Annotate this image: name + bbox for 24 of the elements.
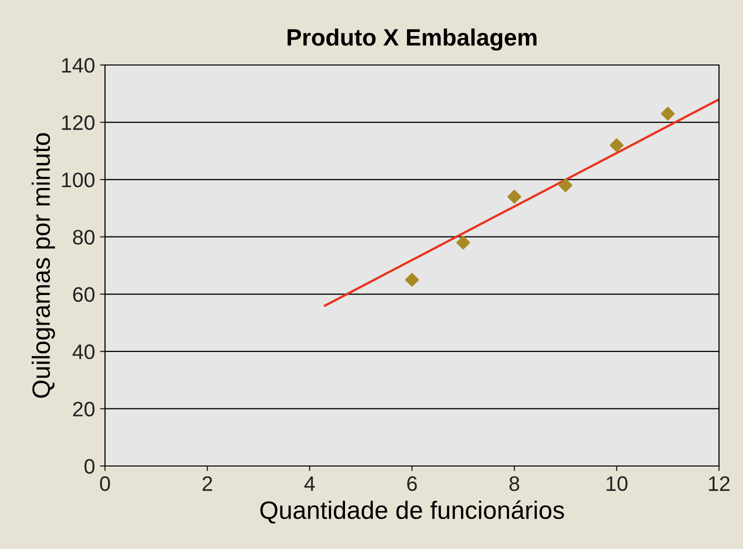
y-tick-label: 40 — [72, 344, 94, 360]
chart-title: Produto X Embalagem — [288, 28, 536, 51]
x-tick-label: 0 — [100, 476, 110, 492]
point — [405, 272, 419, 287]
point — [610, 138, 624, 152]
x-tick-label: 4 — [304, 476, 315, 491]
x-tick-label: 12 — [709, 476, 730, 491]
x-tick-label: 6 — [407, 476, 417, 492]
x-tick-label: 2 — [202, 476, 212, 491]
x-tick-label: 10 — [606, 476, 628, 492]
y-tick-label: 20 — [73, 402, 94, 416]
point — [507, 190, 522, 204]
x-axis-title: Quantidade de funcionários — [260, 500, 564, 524]
y-tick-label: 0 — [84, 459, 94, 474]
x-tick-label: 8 — [509, 476, 520, 492]
point — [456, 236, 470, 250]
point — [660, 106, 675, 121]
y-axis-title: Quilogramas por minuto — [32, 133, 55, 398]
point — [558, 178, 572, 192]
y-tick-label: 100 — [62, 172, 94, 188]
y-tick-label: 60 — [73, 287, 94, 302]
y-tick-label: 120 — [62, 115, 94, 130]
y-tick-label: 80 — [73, 230, 94, 245]
y-tick-label: 140 — [62, 58, 94, 73]
